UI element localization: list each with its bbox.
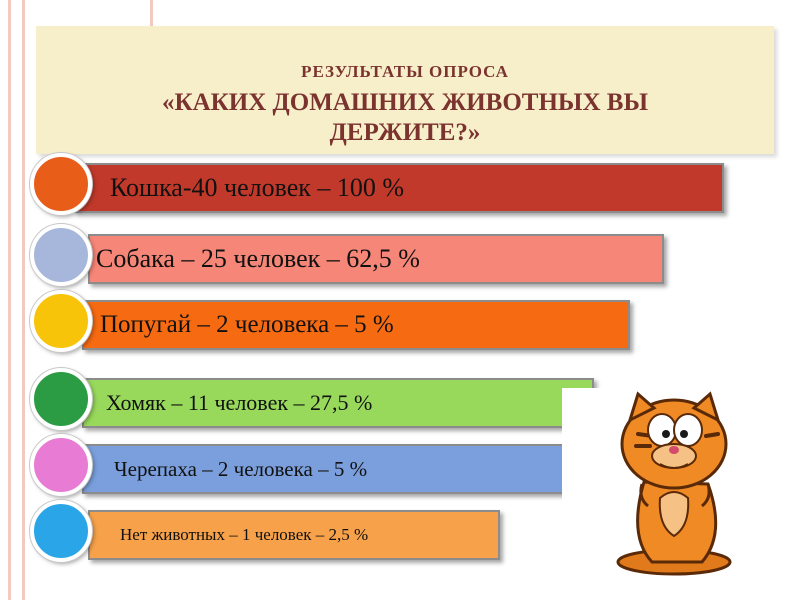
bar: Хомяк – 11 человек – 27,5 % [82,378,594,428]
bar-row: Нет животных – 1 человек – 2,5 % [0,500,800,562]
bar-label: Нет животных – 1 человек – 2,5 % [120,525,369,544]
title-line-2: «КАКИХ ДОМАШНИХ ЖИВОТНЫХ ВЫ ДЕРЖИТЕ?» [162,89,648,146]
bar: Собака – 25 человек – 62,5 % [88,234,664,284]
bar-row: Черепаха – 2 человека – 5 % [0,434,800,496]
bar-row: Попугай – 2 человека – 5 % [0,290,800,352]
bar-row: Хомяк – 11 человек – 27,5 % [0,368,800,430]
cartoon-cat-icon [608,386,740,581]
bar: Черепаха – 2 человека – 5 % [82,444,568,494]
title-line-1: РЕЗУЛЬТАТЫ ОПРОСА [301,62,509,81]
bar-label: Попугай – 2 человека – 5 % [100,311,394,338]
bullet-circle [30,224,92,286]
decorative-line [150,0,153,26]
bullet-circle [30,368,92,430]
title-band [36,26,774,154]
decorative-line [22,0,25,600]
bar-label: Черепаха – 2 человека – 5 % [114,457,368,481]
bar-row: Собака – 25 человек – 62,5 % [0,224,800,286]
bullet-circle [30,153,92,215]
slide-title: РЕЗУЛЬТАТЫ ОПРОСА «КАКИХ ДОМАШНИХ ЖИВОТН… [36,26,774,150]
bullet-circle [30,434,92,496]
bullet-circle [30,290,92,352]
bar-row: Кошка-40 человек – 100 % [0,153,800,215]
bar-label: Кошка-40 человек – 100 % [110,173,405,202]
bar: Попугай – 2 человека – 5 % [82,300,630,350]
bar-label: Хомяк – 11 человек – 27,5 % [106,390,373,415]
bar: Нет животных – 1 человек – 2,5 % [88,510,500,560]
bullet-circle [30,500,92,562]
decorative-line [8,0,11,600]
bar-label: Собака – 25 человек – 62,5 % [96,244,420,273]
bar: Кошка-40 человек – 100 % [74,163,724,213]
